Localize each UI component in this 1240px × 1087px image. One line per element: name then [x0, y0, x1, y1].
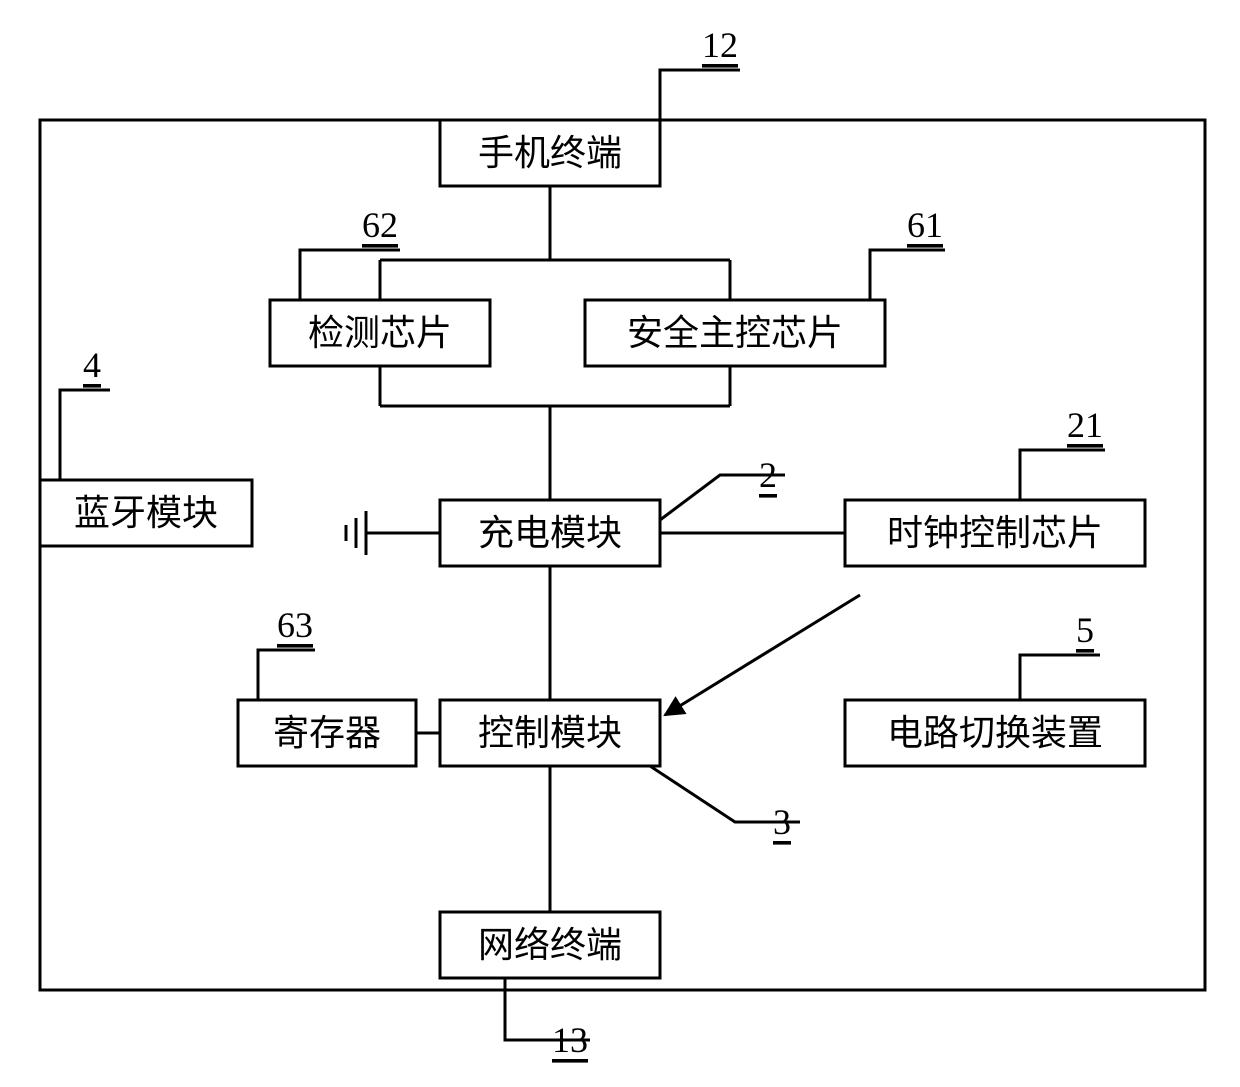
ref-3: 3 — [650, 766, 800, 842]
node-label-detect: 检测芯片 — [308, 313, 452, 353]
node-register: 寄存器 — [238, 700, 416, 766]
ref-12: 12 — [660, 25, 740, 120]
ref-4: 4 — [60, 345, 110, 480]
ref-label-62: 62 — [362, 205, 398, 245]
ref-label-2: 2 — [759, 455, 777, 495]
ref-label-61: 61 — [907, 205, 943, 245]
node-label-network: 网络终端 — [478, 925, 622, 965]
ref-label-4: 4 — [83, 345, 101, 385]
node-bluetooth: 蓝牙模块 — [40, 480, 252, 546]
node-label-mobile: 手机终端 — [478, 133, 622, 173]
ref-label-5: 5 — [1076, 610, 1094, 650]
ref-63: 63 — [258, 605, 315, 700]
node-control: 控制模块 — [440, 700, 660, 766]
ref-5: 5 — [1020, 610, 1100, 700]
ground-symbol — [346, 511, 396, 555]
ref-label-63: 63 — [277, 605, 313, 645]
node-mobile: 手机终端 — [440, 120, 660, 186]
ref-label-13: 13 — [552, 1020, 588, 1060]
node-label-bluetooth: 蓝牙模块 — [74, 493, 218, 533]
ref-label-3: 3 — [773, 802, 791, 842]
arrow — [665, 595, 860, 715]
node-label-clock: 时钟控制芯片 — [887, 513, 1103, 553]
diagram-canvas: 手机终端检测芯片 安全主控芯片充电模块 时钟控制芯片 蓝牙模块寄存器 控制模块 电路切换装… — [0, 0, 1240, 1087]
ref-61: 61 — [870, 205, 945, 300]
ref-21: 21 — [1020, 405, 1105, 500]
node-circuit: 电路切换装置 — [845, 700, 1145, 766]
node-network: 网络终端 — [440, 912, 660, 978]
ref-label-21: 21 — [1067, 405, 1103, 445]
node-label-charge: 充电模块 — [478, 513, 622, 553]
node-secure: 安全主控芯片 — [585, 300, 885, 366]
node-label-secure: 安全主控芯片 — [627, 313, 843, 353]
nodes-group: 手机终端检测芯片 安全主控芯片充电模块 时钟控制芯片 蓝牙模块寄存器 控制模块 电路切换装… — [40, 120, 1145, 978]
node-label-circuit: 电路切换装置 — [887, 713, 1103, 753]
node-clock: 时钟控制芯片 — [845, 500, 1145, 566]
ref-label-12: 12 — [702, 25, 738, 65]
ref-62: 62 — [300, 205, 400, 300]
node-label-control: 控制模块 — [478, 713, 622, 753]
node-label-register: 寄存器 — [273, 713, 381, 753]
ref-2: 2 — [660, 455, 785, 520]
node-detect: 检测芯片 — [270, 300, 490, 366]
node-charge: 充电模块 — [440, 500, 660, 566]
